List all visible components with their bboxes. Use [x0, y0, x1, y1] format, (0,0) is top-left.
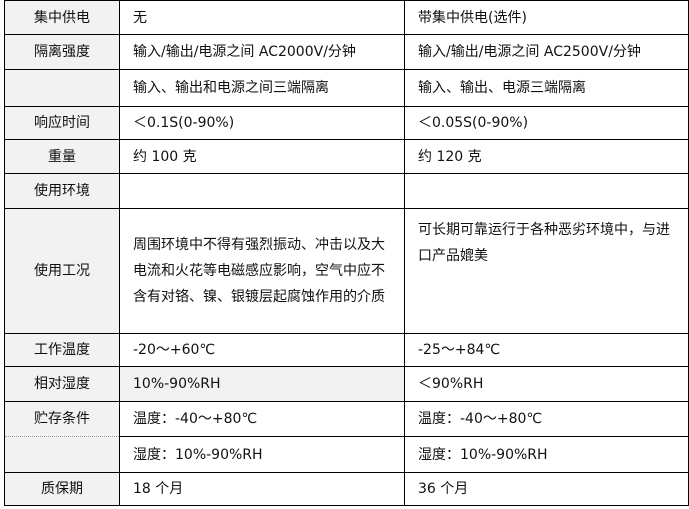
table-row: 贮存条件 温度：-40～+80℃ 温度：-40～+80℃	[4, 401, 689, 437]
cell-optional: 输入、输出、电源三端隔离	[404, 69, 689, 107]
row-label: 重量	[4, 139, 120, 174]
cell-optional: 可长期可靠运行于各种恶劣环境中，与进口产品媲美	[404, 208, 689, 334]
table-row: 相对湿度 10%-90%RH ＜90%RH	[4, 366, 689, 402]
cell-standard: 约 100 克	[119, 139, 405, 174]
row-label	[4, 436, 120, 473]
cell-optional: 36 个月	[404, 472, 689, 506]
table-row: 使用环境	[4, 173, 689, 209]
row-label: 集中供电	[4, 0, 120, 35]
table-row: 质保期 18 个月 36 个月	[4, 472, 689, 506]
table-row: 隔离强度 输入/输出/电源之间 AC2000V/分钟 输入/输出/电源之间 AC25…	[4, 34, 689, 70]
row-label: 隔离强度	[4, 34, 120, 70]
row-label: 工作温度	[4, 333, 120, 367]
cell-standard: 18 个月	[119, 472, 405, 506]
cell-standard: 输入、输出和电源之间三端隔离	[119, 69, 405, 107]
table-row: 重量约 100 克约 120 克	[4, 139, 689, 174]
table-row: 使用工况 周围环境中不得有强烈振动、冲击以及大电流和火花等电磁感应影响，空气中应不…	[4, 208, 689, 334]
row-label: 使用工况	[4, 208, 120, 334]
cell-optional: ＜90%RH	[404, 366, 689, 402]
cell-optional: -25～+84℃	[404, 333, 689, 367]
table-row: 集中供电无带集中供电(选件)	[4, 0, 689, 35]
cell-standard: 10%-90%RH	[119, 366, 405, 402]
cell-optional: 输入/输出/电源之间 AC2500V/分钟	[404, 34, 689, 70]
row-label	[4, 69, 120, 107]
row-label: 相对湿度	[4, 366, 120, 402]
row-label: 响应时间	[4, 106, 120, 140]
cell-standard: 周围环境中不得有强烈振动、冲击以及大电流和火花等电磁感应影响，空气中应不含有对铬…	[119, 208, 405, 334]
cell-optional: 约 120 克	[404, 139, 689, 174]
cell-optional: ＜0.05S(0-90%)	[404, 106, 689, 140]
cell-standard	[119, 173, 405, 209]
table-row: 工作温度 -20～+60℃ -25～+84℃	[4, 333, 689, 367]
cell-optional: 湿度：10%-90%RH	[404, 436, 689, 473]
row-label: 使用环境	[4, 173, 120, 209]
table-row: 输入、输出和电源之间三端隔离 输入、输出、电源三端隔离	[4, 69, 689, 107]
cell-standard: ＜0.1S(0-90%)	[119, 106, 405, 140]
cell-standard: 湿度：10%-90%RH	[119, 436, 405, 473]
cell-optional	[404, 173, 689, 209]
cell-optional: 带集中供电(选件)	[404, 0, 689, 35]
table-row: 湿度：10%-90%RH 湿度：10%-90%RH	[4, 436, 689, 473]
cell-standard: 温度：-40～+80℃	[119, 401, 405, 437]
row-label: 质保期	[4, 472, 120, 506]
row-label: 贮存条件	[4, 401, 120, 437]
cell-optional: 温度：-40～+80℃	[404, 401, 689, 437]
cell-standard: -20～+60℃	[119, 333, 405, 367]
cell-standard: 无	[119, 0, 405, 35]
spec-table: 集中供电无带集中供电(选件) 隔离强度 输入/输出/电源之间 AC2000V/分钟…	[4, 0, 689, 506]
cell-standard: 输入/输出/电源之间 AC2000V/分钟	[119, 34, 405, 70]
table-row: 响应时间 ＜0.1S(0-90%) ＜0.05S(0-90%)	[4, 106, 689, 140]
